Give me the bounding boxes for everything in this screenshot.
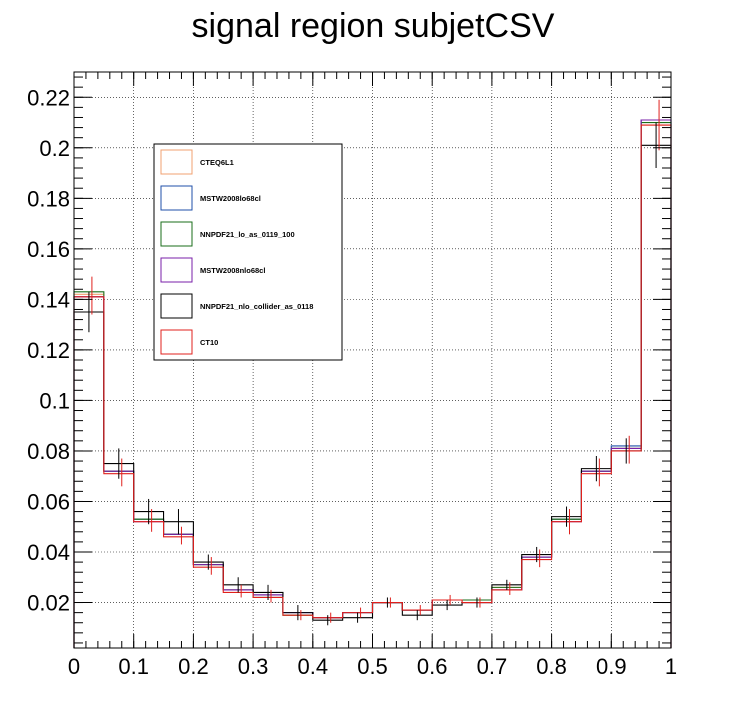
legend-swatch-0 bbox=[160, 149, 193, 175]
y-tick-label-9: 0.2 bbox=[39, 136, 70, 161]
series-line-5 bbox=[73, 124, 672, 648]
x-tick-label-10: 1 bbox=[665, 654, 677, 679]
legend-swatch-1 bbox=[160, 185, 193, 211]
x-axis-tick-labels: 0 0.1 0.2 0.3 0.4 0.5 0.6 0.7 0.8 0.9 1 bbox=[68, 654, 677, 679]
y-tick-label-7: 0.16 bbox=[27, 237, 70, 262]
y-tick-label-2: 0.06 bbox=[27, 489, 70, 514]
y-axis-tick-labels: 0.02 0.04 0.06 0.08 0.1 0.12 0.14 0.16 0.18 0.2 0.… bbox=[27, 85, 70, 615]
legend: CTEQ6L1 MSTW2008lo68cl NNPDF21_lo_as_0119_… bbox=[153, 143, 343, 361]
y-tick-label-4: 0.1 bbox=[39, 388, 70, 413]
x-tick-label-2: 0.2 bbox=[178, 654, 209, 679]
legend-label-5: CT10 bbox=[200, 338, 218, 347]
legend-label-1: MSTW2008lo68cl bbox=[200, 194, 261, 203]
x-tick-label-6: 0.6 bbox=[417, 654, 448, 679]
legend-label-2: NNPDF21_lo_as_0119_100 bbox=[200, 230, 295, 239]
legend-swatch-3 bbox=[160, 257, 193, 283]
error-bars bbox=[88, 99, 660, 626]
y-tick-label-6: 0.14 bbox=[27, 287, 70, 312]
chart-title: signal region subjetCSV bbox=[192, 7, 555, 45]
legend-label-3: MSTW2008nlo68cl bbox=[200, 266, 265, 275]
x-tick-label-5: 0.5 bbox=[357, 654, 388, 679]
y-tick-label-1: 0.04 bbox=[27, 540, 70, 565]
series-layer bbox=[73, 119, 672, 648]
legend-swatch-5 bbox=[160, 329, 193, 355]
x-tick-label-8: 0.8 bbox=[536, 654, 567, 679]
y-tick-label-5: 0.12 bbox=[27, 338, 70, 363]
legend-label-0: CTEQ6L1 bbox=[200, 158, 234, 167]
axis-ticks bbox=[73, 72, 672, 648]
legend-box bbox=[153, 143, 343, 361]
y-tick-label-3: 0.08 bbox=[27, 439, 70, 464]
x-tick-label-9: 0.9 bbox=[596, 654, 627, 679]
legend-label-4: NNPDF21_nlo_collider_as_0118 bbox=[200, 302, 313, 311]
y-tick-label-10: 0.22 bbox=[27, 85, 70, 110]
x-tick-label-4: 0.4 bbox=[298, 654, 329, 679]
x-tick-label-3: 0.3 bbox=[238, 654, 269, 679]
x-tick-label-7: 0.7 bbox=[477, 654, 508, 679]
x-tick-label-0: 0 bbox=[68, 654, 80, 679]
y-tick-label-8: 0.18 bbox=[27, 186, 70, 211]
legend-swatch-4 bbox=[160, 293, 193, 319]
x-tick-label-1: 0.1 bbox=[118, 654, 149, 679]
legend-swatch-2 bbox=[160, 221, 193, 247]
y-tick-label-0: 0.02 bbox=[27, 591, 70, 616]
